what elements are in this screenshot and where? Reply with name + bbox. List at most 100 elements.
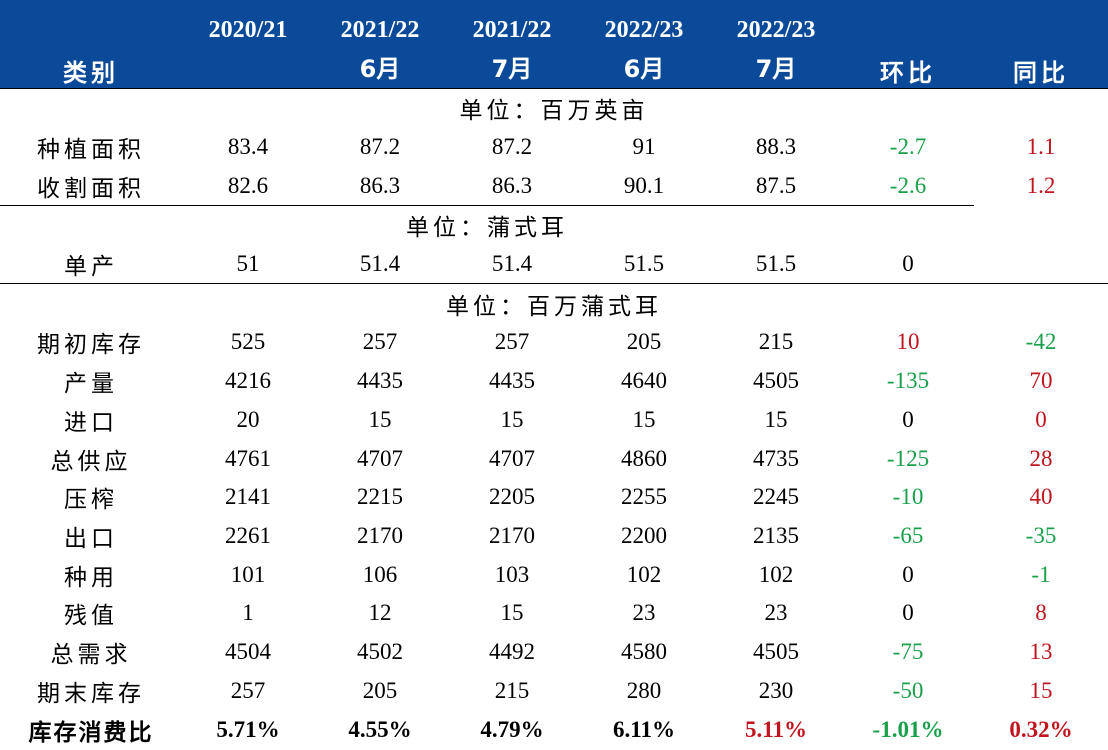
mom-cell: 0 — [842, 594, 974, 633]
value-cell: 51.4 — [446, 245, 578, 284]
mom-cell: 0 — [842, 555, 974, 594]
value-cell: 103 — [446, 555, 578, 594]
row-label: 期末库存 — [0, 671, 182, 710]
value-cell: 4492 — [446, 633, 578, 672]
table-header: 类别 2020/21 2021/22 2021/22 2022/23 2022/… — [0, 0, 1108, 89]
value-cell: 4216 — [182, 362, 314, 401]
value-cell: 51.5 — [578, 245, 710, 284]
value-cell: 4.55% — [314, 710, 446, 750]
value-cell: 86.3 — [446, 166, 578, 205]
value-cell: 102 — [710, 555, 842, 594]
value-cell: 4502 — [314, 633, 446, 672]
row-label: 期初库存 — [0, 323, 182, 362]
value-cell: 2205 — [446, 478, 578, 517]
value-cell: 4505 — [710, 362, 842, 401]
mom-cell: -65 — [842, 517, 974, 556]
yoy-cell: 1.2 — [974, 166, 1108, 205]
mom-cell: -50 — [842, 671, 974, 710]
value-cell: 2200 — [578, 517, 710, 556]
row-label: 总供应 — [0, 439, 182, 478]
value-cell: 4640 — [578, 362, 710, 401]
value-cell: 205 — [578, 323, 710, 362]
yoy-cell: -1 — [974, 555, 1108, 594]
yoy-cell — [974, 245, 1108, 284]
header-col-1-year: 2020/21 — [182, 0, 314, 44]
value-cell: 4761 — [182, 439, 314, 478]
yoy-cell: 1.1 — [974, 128, 1108, 167]
value-cell: 2170 — [446, 517, 578, 556]
header-col-3-year: 2021/22 — [446, 0, 578, 44]
header-col-3-month: 7月 — [446, 44, 578, 89]
value-cell: 205 — [314, 671, 446, 710]
header-yoy: 同比 — [974, 0, 1108, 89]
value-cell: 88.3 — [710, 128, 842, 167]
value-cell: 20 — [182, 401, 314, 440]
value-cell: 2245 — [710, 478, 842, 517]
mom-cell: -2.6 — [842, 166, 974, 205]
value-cell: 230 — [710, 671, 842, 710]
header-col-5-month: 7月 — [710, 44, 842, 89]
value-cell: 4.79% — [446, 710, 578, 750]
value-cell: 5.71% — [182, 710, 314, 750]
value-cell: 215 — [446, 671, 578, 710]
value-cell: 51.5 — [710, 245, 842, 284]
unit-row-yield: 单位：蒲式耳 — [0, 206, 1108, 245]
value-cell: 15 — [710, 401, 842, 440]
value-cell: 2135 — [710, 517, 842, 556]
value-cell: 1 — [182, 594, 314, 633]
value-cell: 2170 — [314, 517, 446, 556]
unit-label: 单位：蒲式耳 — [0, 206, 974, 245]
yoy-cell: 13 — [974, 633, 1108, 672]
value-cell: 91 — [578, 128, 710, 167]
value-cell: 4435 — [314, 362, 446, 401]
value-cell: 257 — [446, 323, 578, 362]
mom-cell: -135 — [842, 362, 974, 401]
mom-cell: -75 — [842, 633, 974, 672]
unit-row-area: 单位：百万英亩 — [0, 89, 1108, 128]
value-cell: 280 — [578, 671, 710, 710]
header-category: 类别 — [0, 0, 182, 89]
yoy-cell: 70 — [974, 362, 1108, 401]
unit-label: 单位：百万蒲式耳 — [0, 284, 1108, 323]
row-label: 种植面积 — [0, 128, 182, 167]
value-cell: 15 — [314, 401, 446, 440]
row-label: 库存消费比 — [0, 710, 182, 750]
value-cell: 90.1 — [578, 166, 710, 205]
mom-cell: 0 — [842, 245, 974, 284]
value-cell: 4505 — [710, 633, 842, 672]
header-col-2-month: 6月 — [314, 44, 446, 89]
row-label: 种用 — [0, 555, 182, 594]
value-cell: 87.2 — [314, 128, 446, 167]
value-cell: 15 — [446, 401, 578, 440]
value-cell: 257 — [314, 323, 446, 362]
value-cell: 106 — [314, 555, 446, 594]
value-cell: 2261 — [182, 517, 314, 556]
header-col-5-year: 2022/23 — [710, 0, 842, 44]
value-cell: 87.2 — [446, 128, 578, 167]
row-label: 残值 — [0, 594, 182, 633]
value-cell: 6.11% — [578, 710, 710, 750]
header-col-1-month — [182, 44, 314, 89]
value-cell: 4504 — [182, 633, 314, 672]
value-cell: 23 — [578, 594, 710, 633]
mom-cell: 10 — [842, 323, 974, 362]
unit-row-volume: 单位：百万蒲式耳 — [0, 284, 1108, 323]
row-label: 总需求 — [0, 633, 182, 672]
mom-cell: -1.01% — [842, 710, 974, 750]
value-cell: 5.11% — [710, 710, 842, 750]
value-cell: 525 — [182, 323, 314, 362]
row-label: 产量 — [0, 362, 182, 401]
row-label: 收割面积 — [0, 166, 182, 205]
empty-cell — [974, 206, 1108, 245]
